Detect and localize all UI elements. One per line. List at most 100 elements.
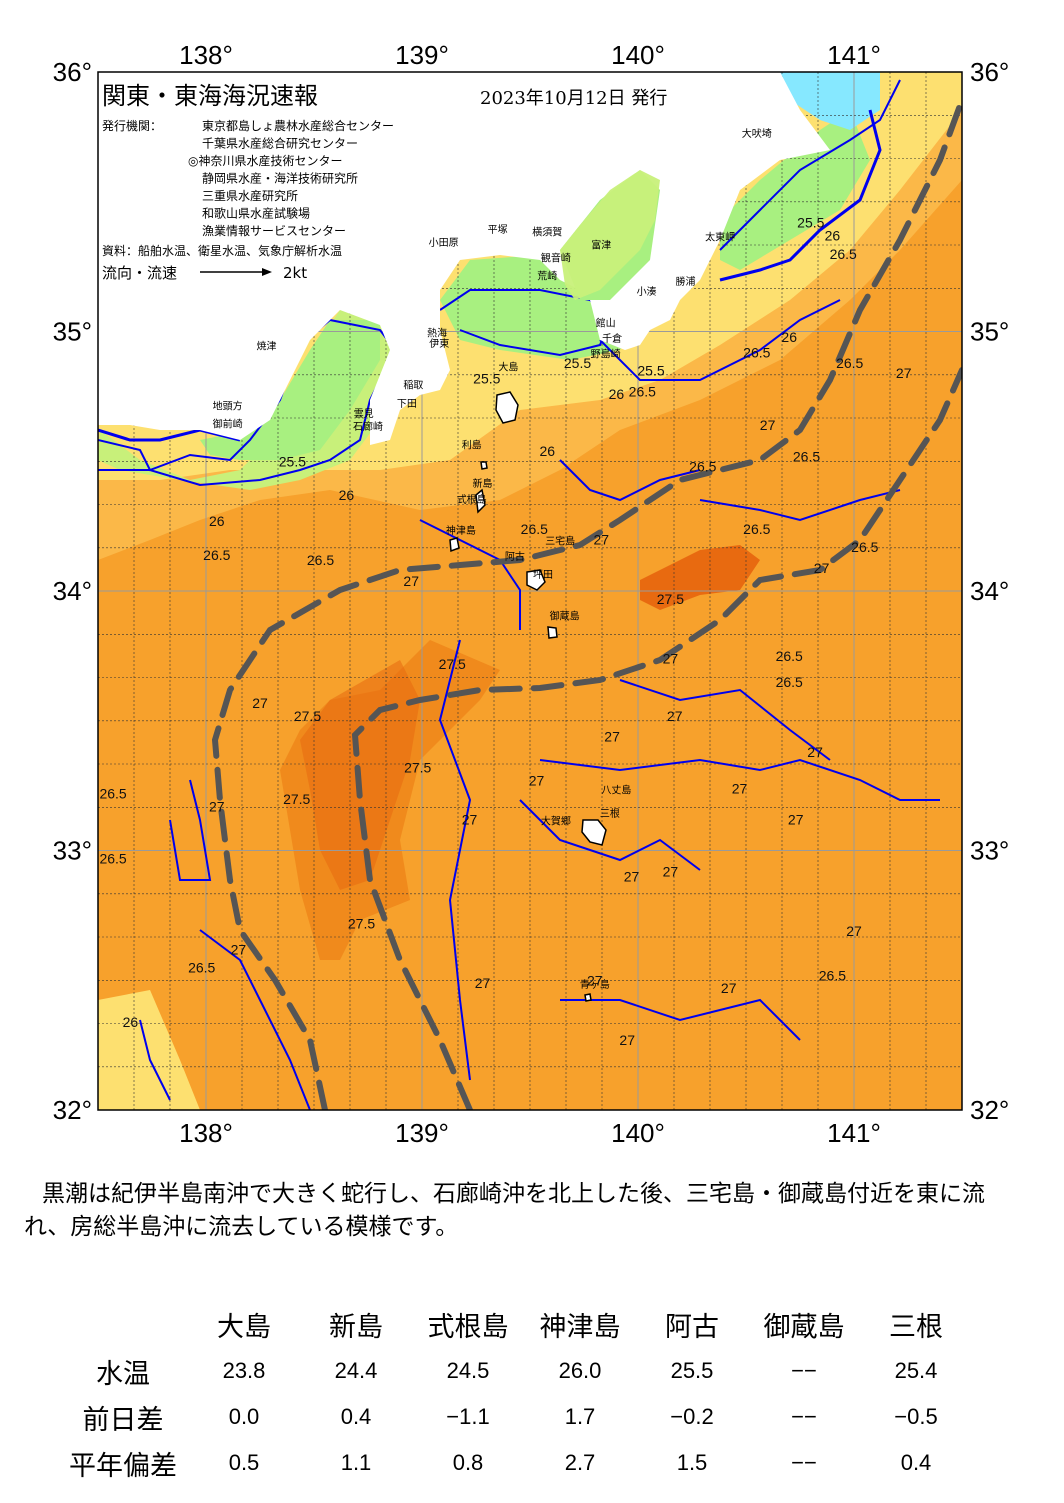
latitude-label-right: 33° <box>970 836 1009 866</box>
isotherm-label: 26.5 <box>188 960 215 976</box>
isotherm-label: 25.5 <box>473 370 500 386</box>
kuroshio-axis <box>211 97 962 1110</box>
row-label: 前日差 <box>82 1404 164 1436</box>
isotherm-coast-west <box>98 428 241 442</box>
place-name: 青ヶ島 <box>580 978 610 991</box>
latitude-label-right: 35° <box>970 317 1009 347</box>
latitude-label-left: 34° <box>53 576 92 606</box>
table-cell: 0.5 <box>228 1450 260 1475</box>
island-kozushima <box>449 537 460 553</box>
place-name: 焼津 <box>257 341 277 353</box>
place-name: 稲取 <box>403 380 423 392</box>
kuroshio-axis-line <box>351 367 962 1110</box>
isotherm-label: 27 <box>587 972 603 988</box>
place-name: 雲見 <box>354 408 374 420</box>
table-cell: 24.5 <box>446 1358 490 1383</box>
land-masses <box>98 72 830 445</box>
isotherm-line <box>139 1019 171 1101</box>
table-cell: 1.7 <box>564 1404 596 1429</box>
table-cell: 0.4 <box>900 1450 932 1475</box>
isotherm-label: 25.5 <box>637 363 664 379</box>
latitude-label-left: 35° <box>53 317 92 347</box>
kuroshio-summary: 黒潮は紀伊半島南沖で大きく蛇行し、石廊崎沖を北上した後、三宅島・御蔵島付近を東に… <box>24 1181 985 1240</box>
place-name: 八丈島 <box>601 783 631 796</box>
isotherm-label: 26.5 <box>743 521 770 537</box>
isotherm-label: 26 <box>540 443 556 459</box>
island-mikura <box>547 626 558 639</box>
isotherm-line <box>539 758 940 801</box>
isotherm-label: 26 <box>781 329 797 345</box>
islands <box>449 391 607 1002</box>
longitude-label-bottom: 139° <box>395 1118 449 1148</box>
island-aogashima <box>584 993 592 1002</box>
issuer-name: 千葉県水産総合研究センター <box>202 136 358 151</box>
zone-green-suruga <box>200 320 380 460</box>
isotherm-label: 26.5 <box>836 355 863 371</box>
flow-legend-arrow-icon <box>200 268 272 276</box>
table-cell: −− <box>791 1404 817 1429</box>
isotherm-label: 27 <box>846 923 862 939</box>
latitude-label-right: 34° <box>970 576 1009 606</box>
isotherm-label: 26 <box>825 228 841 244</box>
zone-yellow-sw <box>98 990 200 1110</box>
row-label: 平年偏差 <box>69 1450 177 1482</box>
longitude-label-top: 139° <box>395 40 449 70</box>
place-name: 新島 <box>473 477 493 490</box>
isotherm-label: 26.5 <box>776 648 803 664</box>
isotherm-label: 27.5 <box>404 760 431 776</box>
station-header: 阿古 <box>665 1311 719 1343</box>
longitude-label-bottom: 140° <box>611 1118 665 1148</box>
table-cell: 0.0 <box>228 1404 260 1429</box>
map-issue-date: 2023年10月12日 発行 <box>480 88 667 109</box>
isotherm-label: 27 <box>663 651 679 667</box>
isotherm-label: 27 <box>403 573 419 589</box>
table-cell: −0.2 <box>670 1404 714 1429</box>
isotherm-line <box>199 929 311 1110</box>
isotherm-label: 27 <box>807 744 823 760</box>
isotherm-label: 27 <box>663 864 679 880</box>
isotherm-label: 27 <box>462 812 478 828</box>
table-cell: 0.4 <box>340 1404 372 1429</box>
place-name: 横須賀 <box>532 226 562 239</box>
place-name: 野島崎 <box>591 348 621 361</box>
issuer-name: ◎神奈川県水産技術センター <box>188 153 342 168</box>
isotherm-label: 27 <box>760 417 776 433</box>
isotherm-label: 27 <box>252 695 268 711</box>
table-corner <box>58 1300 188 1348</box>
isotherm-label: 26 <box>609 386 625 402</box>
isotherm-line <box>560 998 801 1041</box>
table-cell: 1.1 <box>340 1450 372 1475</box>
zone-red-orange <box>640 545 760 610</box>
issuer-name: 漁業情報サービスセンター <box>202 224 346 238</box>
isotherm-label: 26 <box>123 1014 139 1030</box>
isotherm-line <box>719 79 901 251</box>
isotherm-label: 26.5 <box>851 539 878 555</box>
latitude-label-left: 32° <box>53 1095 92 1125</box>
latitude-label-right: 36° <box>970 57 1009 87</box>
place-name: 小湊 <box>637 285 657 298</box>
place-name: 三宅島 <box>545 534 575 547</box>
place-name: 式根島 <box>457 493 487 506</box>
place-name: 荒崎 <box>537 270 557 283</box>
table-row: 水温 23.8 24.4 24.5 26.0 25.5 −− 25.4 <box>58 1348 972 1394</box>
place-name: 大島 <box>498 360 518 373</box>
isotherm-label: 26.5 <box>203 547 230 563</box>
station-header: 大島 <box>217 1311 271 1343</box>
sea-surface-temperature-map: 25.52626.52626.526.52725.526.52625.525.5… <box>53 40 1010 1148</box>
isotherm-label: 27.5 <box>283 791 310 807</box>
isotherm-label: 27.5 <box>348 915 375 931</box>
island-oshima <box>495 391 519 424</box>
table-cell: 26.0 <box>558 1358 602 1383</box>
isotherm-label: 27 <box>788 812 804 828</box>
isotherm-line <box>699 489 901 522</box>
flow-legend-label: 流向・流速 <box>102 264 177 282</box>
table-cell: 0.8 <box>452 1450 484 1475</box>
place-name: 三根 <box>600 807 620 820</box>
station-header: 三根 <box>889 1311 943 1343</box>
isotherm-line <box>438 639 472 1081</box>
table-row: 前日差 0.0 0.4 −1.1 1.7 −0.2 −− −0.5 <box>58 1394 972 1440</box>
isotherm-label: 27 <box>475 975 491 991</box>
place-name: 大賀郷 <box>541 815 571 828</box>
isotherm-label: 26.5 <box>99 786 126 802</box>
place-name: 御蔵島 <box>550 610 580 623</box>
